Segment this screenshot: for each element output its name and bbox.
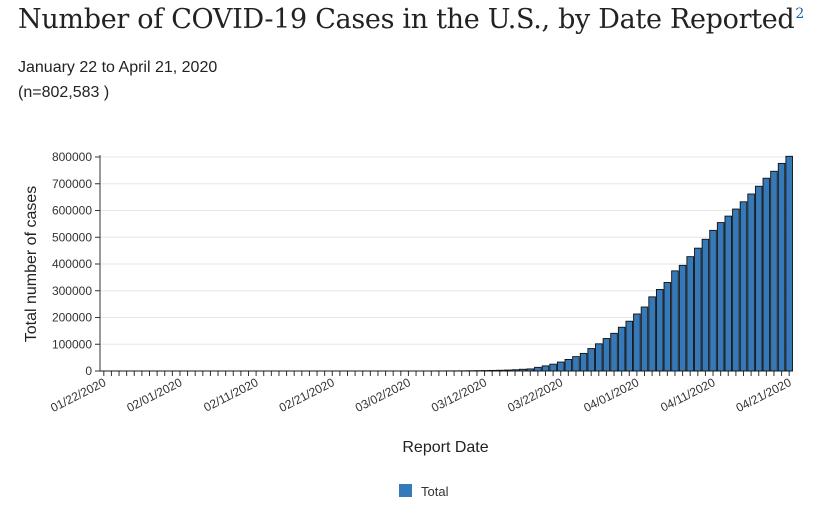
y-tick-label: 600000 bbox=[52, 204, 92, 218]
bar[interactable] bbox=[785, 155, 793, 372]
bar[interactable] bbox=[762, 177, 771, 372]
bar[interactable] bbox=[549, 363, 557, 372]
bar[interactable] bbox=[595, 343, 603, 372]
bar[interactable] bbox=[747, 193, 755, 372]
x-tick-label: 04/01/2020 bbox=[581, 375, 641, 415]
case-count: (n=802,583 ) bbox=[18, 84, 110, 101]
bar[interactable] bbox=[503, 369, 512, 372]
bar[interactable] bbox=[648, 296, 656, 372]
y-tick-label: 400000 bbox=[52, 257, 92, 271]
bar[interactable] bbox=[678, 264, 687, 372]
x-tick-label: 04/21/2020 bbox=[734, 375, 794, 415]
y-tick-label: 200000 bbox=[52, 311, 92, 325]
x-tick-label: 02/01/2020 bbox=[124, 375, 184, 415]
y-tick-label: 300000 bbox=[52, 284, 92, 298]
y-tick-label: 500000 bbox=[52, 230, 92, 244]
bar[interactable] bbox=[488, 369, 496, 372]
bar[interactable] bbox=[694, 247, 702, 372]
y-tick-label: 800000 bbox=[52, 150, 92, 164]
bar[interactable] bbox=[770, 170, 778, 372]
chart-title-text: Number of COVID-19 Cases in the U.S., by… bbox=[18, 4, 795, 35]
bar[interactable] bbox=[541, 365, 550, 372]
bar[interactable] bbox=[640, 306, 649, 372]
chart-title: Number of COVID-19 Cases in the U.S., by… bbox=[18, 4, 804, 35]
x-axis: 01/22/2020 02/01/2020 02/11/2020 02/21/2020… bbox=[48, 370, 794, 415]
bar[interactable] bbox=[655, 289, 664, 372]
legend: Total bbox=[399, 484, 449, 499]
bar[interactable] bbox=[617, 326, 626, 372]
x-tick-label: 02/21/2020 bbox=[277, 375, 337, 415]
bar[interactable] bbox=[526, 368, 535, 372]
bar[interactable] bbox=[701, 238, 710, 372]
title-footnote-link[interactable]: 2 bbox=[795, 6, 805, 22]
legend-label-total[interactable]: Total bbox=[421, 484, 449, 499]
bar[interactable] bbox=[777, 162, 786, 372]
chart-subtitle: January 22 to April 21, 2020 bbox=[18, 59, 218, 76]
bar[interactable] bbox=[732, 208, 740, 372]
bar[interactable] bbox=[587, 348, 595, 372]
x-tick-label: 04/11/2020 bbox=[658, 375, 717, 414]
x-tick-label: 03/22/2020 bbox=[505, 375, 565, 415]
bar-series-total bbox=[100, 155, 793, 372]
bar[interactable] bbox=[663, 282, 672, 372]
bar[interactable] bbox=[511, 369, 519, 372]
bar[interactable] bbox=[518, 368, 527, 372]
y-tick-label: 0 bbox=[85, 364, 92, 378]
legend-swatch-total[interactable] bbox=[399, 484, 412, 497]
bar[interactable] bbox=[724, 215, 733, 372]
bar[interactable] bbox=[610, 332, 618, 372]
bar[interactable] bbox=[633, 313, 641, 372]
bar[interactable] bbox=[739, 201, 748, 372]
bar[interactable] bbox=[754, 185, 763, 372]
x-tick-label: 02/11/2020 bbox=[201, 375, 260, 414]
bar[interactable] bbox=[534, 366, 542, 372]
x-axis-title: Report Date bbox=[402, 439, 488, 456]
bar[interactable] bbox=[716, 222, 725, 372]
y-tick-label: 100000 bbox=[52, 337, 92, 351]
bar[interactable] bbox=[496, 369, 504, 372]
bar[interactable] bbox=[686, 256, 694, 372]
y-axis: 0 100000 200000 300000 400000 500000 600000 700… bbox=[52, 150, 101, 378]
bar[interactable] bbox=[564, 358, 573, 372]
bar[interactable] bbox=[579, 352, 588, 372]
y-tick-label: 700000 bbox=[52, 177, 92, 191]
bar[interactable] bbox=[602, 338, 611, 372]
bar[interactable] bbox=[556, 361, 565, 372]
bar[interactable] bbox=[671, 270, 679, 372]
bar[interactable] bbox=[709, 229, 717, 372]
bar[interactable] bbox=[625, 320, 634, 372]
x-tick-label: 01/22/2020 bbox=[48, 375, 108, 415]
x-tick-label: 03/12/2020 bbox=[429, 375, 489, 415]
x-tick-label: 03/02/2020 bbox=[353, 375, 413, 415]
bar[interactable] bbox=[572, 356, 580, 372]
y-axis-title: Total number of cases bbox=[23, 186, 40, 343]
